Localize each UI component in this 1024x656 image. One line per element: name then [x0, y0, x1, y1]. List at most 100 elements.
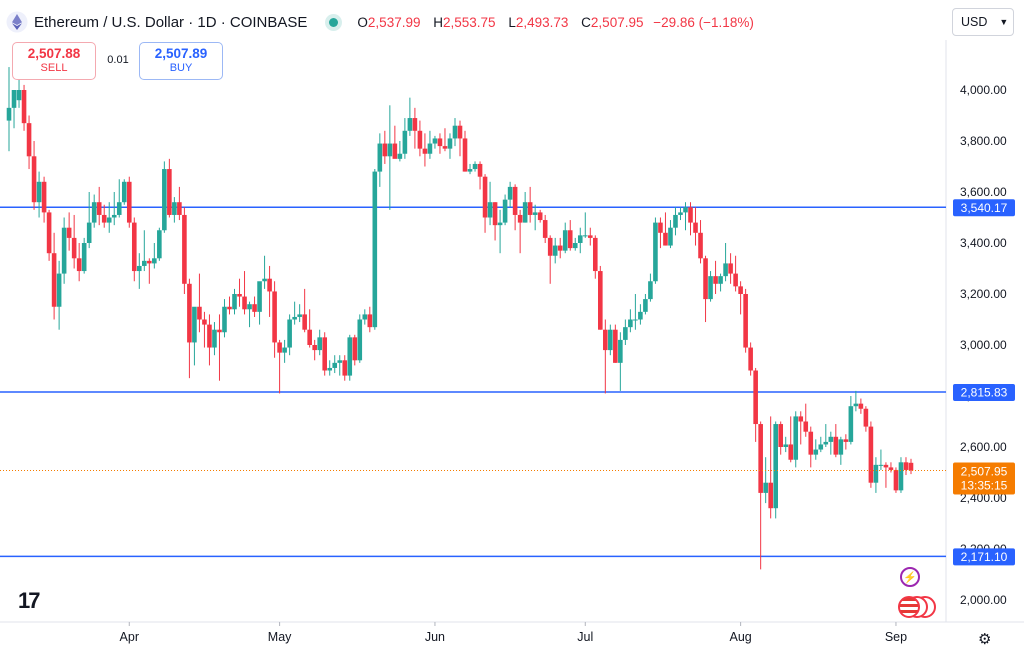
candle-body [91, 202, 97, 223]
candle-body [623, 327, 628, 340]
candle-body [31, 156, 37, 203]
candle-body [136, 265, 142, 272]
currency-select[interactable]: USD ▼ [952, 8, 1014, 36]
candle-body [51, 253, 57, 307]
candle-body [106, 217, 112, 223]
x-tick-label: Apr [120, 630, 139, 644]
candle-body [457, 125, 463, 139]
candle-body [893, 469, 899, 491]
candle-body [798, 416, 804, 422]
candle-body [217, 329, 222, 333]
symbol-title[interactable]: Ethereum / U.S. Dollar · 1D · COINBASE [34, 13, 308, 31]
candle-body [111, 214, 117, 218]
candle-body [337, 360, 343, 363]
candle-body [843, 439, 849, 442]
candle-body [402, 130, 408, 154]
candle-body [282, 347, 287, 353]
candle-body [828, 436, 834, 442]
x-tick-label: Jun [425, 630, 445, 644]
spread-value: 0.01 [107, 54, 129, 66]
candles-group [6, 67, 914, 570]
y-tick-label: 3,600.00 [960, 185, 1007, 199]
candle-body [177, 202, 182, 215]
buy-label: BUY [169, 62, 193, 74]
candle-body [382, 143, 388, 157]
candle-body [663, 232, 668, 246]
candle-body [442, 146, 448, 149]
candle-body [212, 329, 217, 348]
candle-body [613, 329, 618, 363]
candle-body [447, 138, 453, 149]
y-tick-label: 3,800.00 [960, 134, 1007, 148]
candle-body [167, 169, 172, 215]
candle-body [758, 424, 763, 493]
candle-body [708, 276, 713, 300]
candle-body [738, 286, 743, 294]
candle-body [247, 304, 252, 310]
y-tick-label: 3,400.00 [960, 236, 1007, 250]
candle-body [452, 125, 458, 139]
tradingview-logo[interactable]: 17 [18, 588, 41, 613]
candle-body [302, 314, 307, 330]
candle-body [673, 214, 678, 228]
candle-body [577, 235, 583, 243]
y-tick-label: 2,000.00 [960, 593, 1007, 607]
open-value: 2,537.99 [367, 14, 421, 30]
candle-body [723, 263, 728, 277]
candle-body [152, 258, 157, 264]
candle-body [222, 306, 227, 333]
candle-body [66, 227, 72, 238]
candle-body [638, 311, 643, 320]
candle-body [26, 123, 32, 157]
candle-body [873, 464, 879, 483]
candle-body [903, 462, 909, 470]
candle-body [572, 243, 578, 249]
candle-body [46, 212, 52, 254]
sell-label: SELL [40, 62, 68, 74]
candle-body [768, 482, 773, 509]
buy-button[interactable]: 2,507.89 BUY [139, 42, 223, 80]
candle-body [718, 276, 723, 284]
candle-body [898, 462, 904, 491]
candle-body [537, 212, 543, 221]
candle-body [192, 306, 197, 343]
candle-body [307, 329, 312, 345]
candle-body [858, 403, 864, 409]
candle-body [76, 258, 82, 272]
candle-body [477, 163, 483, 177]
candle-body [618, 339, 623, 363]
candle-body [312, 345, 317, 351]
candle-body [126, 181, 132, 223]
level-label-bg [953, 548, 1015, 566]
candle-body [207, 324, 212, 348]
candle-body [292, 316, 297, 320]
candle-body [86, 222, 92, 243]
candle-body [437, 138, 443, 147]
sell-button[interactable]: 2,507.88 SELL [12, 42, 96, 80]
sell-price: 2,507.88 [27, 46, 81, 61]
candle-body [753, 370, 758, 425]
candle-body [392, 143, 398, 159]
level-label: 2,171.10 [961, 550, 1008, 564]
candle-body [182, 214, 187, 284]
candle-body [367, 314, 373, 328]
candle-body [628, 319, 633, 328]
candle-body [497, 222, 503, 226]
current-price-label: 2,507.95 [961, 464, 1008, 478]
candle-body [838, 439, 844, 455]
candle-body [362, 314, 368, 320]
lightning-icon[interactable]: ⚡ [900, 567, 920, 587]
candle-body [142, 260, 147, 266]
candle-body [36, 181, 42, 203]
candle-body [387, 143, 393, 157]
candle-body [567, 230, 573, 249]
candle-body [512, 186, 518, 215]
candle-body [41, 181, 47, 213]
candle-body [172, 202, 177, 215]
candle-body [763, 482, 768, 493]
candle-body [492, 202, 498, 226]
gear-icon[interactable]: ⚙ [978, 631, 992, 648]
x-tick-label: Sep [885, 630, 907, 644]
us-flag-icon[interactable] [898, 596, 920, 618]
